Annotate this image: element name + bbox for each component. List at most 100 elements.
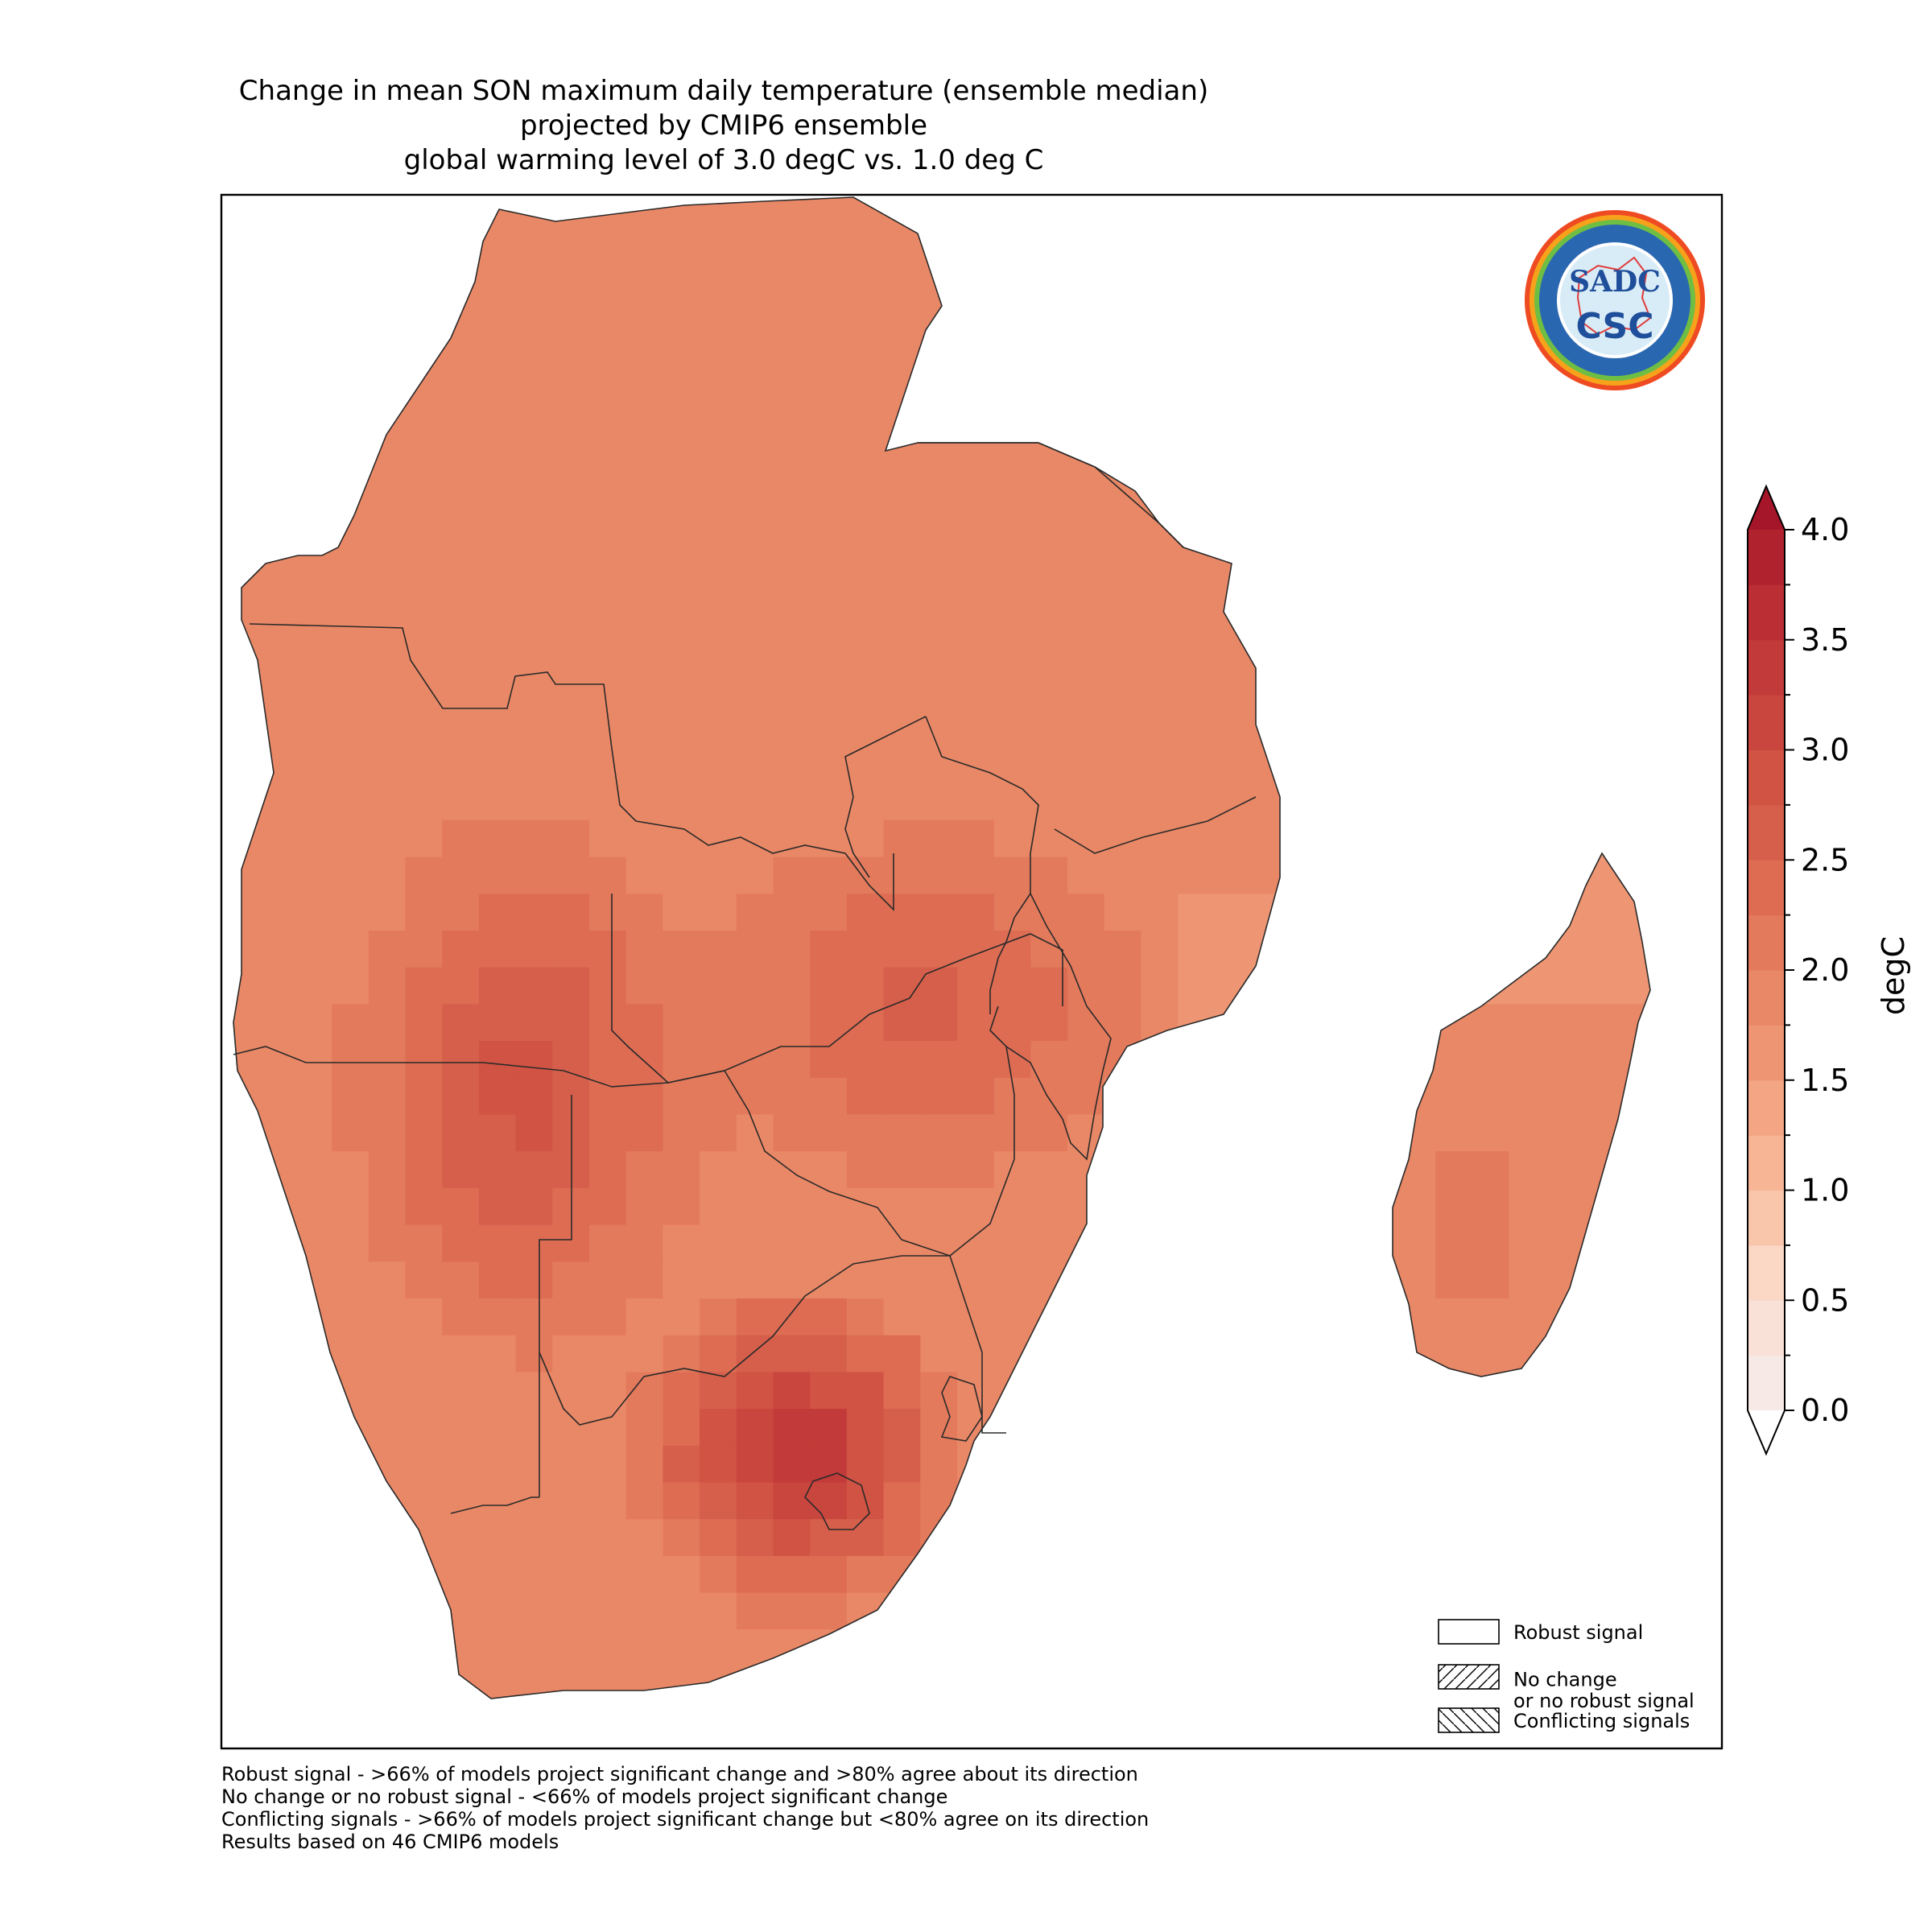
grid-cell [233,746,259,784]
grid-cell [773,1077,811,1116]
grid-cell [1067,1261,1105,1299]
grid-cell [552,563,590,601]
grid-cell [295,1703,332,1740]
grid-cell [920,1666,958,1699]
grid-cell [1288,1261,1325,1298]
grid-cell [478,268,517,306]
grid-cell [1214,1335,1253,1373]
grid-cell [1141,1335,1179,1373]
grid-cell [810,1703,847,1740]
grid-cell [1214,452,1253,490]
grid-cell [1178,673,1216,711]
border-kenya-tanzania [918,442,1184,548]
grid-cell [1288,857,1325,894]
grid-cell [552,1482,590,1520]
grid-cell [773,1482,811,1520]
grid-cell [1178,268,1216,306]
grid-cell [258,1409,295,1447]
grid-cell [1693,1078,1730,1115]
grid-cell [478,1298,517,1336]
grid-cell [1288,1151,1325,1188]
grid-cell [1104,1445,1142,1484]
grid-cell [1398,1703,1435,1740]
grid-cell [1398,1483,1435,1520]
grid-cell [1620,673,1657,710]
grid-cell [1620,526,1657,563]
grid-cell [405,197,443,233]
grid-cell [1693,894,1730,931]
grid-cell [478,526,517,564]
grid-cell [589,378,627,416]
grid-cell [1393,1004,1399,1042]
grid-cell [1178,305,1216,343]
grid-cell [478,1555,517,1594]
title-line-1: Change in mean SON maximum daily tempera… [238,75,1209,107]
grid-cell [700,1261,737,1299]
grid-cell [810,197,848,233]
grid-cell [1398,1446,1435,1483]
grid-cell [1215,1703,1252,1740]
grid-cell [233,1335,259,1373]
grid-cell [515,1041,553,1079]
grid-cell [258,1629,295,1667]
grid-cell [663,341,700,380]
grid-cell [1251,1187,1280,1226]
grid-cell [1178,197,1216,233]
grid-cell [957,526,995,564]
grid-cell [1693,1261,1730,1298]
grid-cell [957,268,995,306]
grid-cell [295,1151,332,1189]
grid-cell [1141,673,1179,711]
grid-cell [1509,600,1546,637]
grid-cell [1435,1409,1472,1446]
grid-cell [1214,673,1253,711]
grid-cell [1362,1556,1399,1593]
grid-cell [957,1592,995,1630]
grid-cell [233,599,259,637]
grid-cell [736,1372,774,1410]
grid-cell [846,746,885,784]
grid-cell [663,1482,700,1520]
grid-cell [1215,1740,1252,1777]
colorbar-segment [1748,1300,1785,1356]
grid-cell [1693,820,1730,857]
grid-cell [993,1187,1031,1226]
grid-cell [552,341,590,380]
grid-cell [700,1555,737,1594]
grid-cell [883,1666,921,1699]
grid-cell [1178,819,1216,858]
grid-cell [1656,563,1693,600]
grid-cell [552,819,590,858]
mainland-cells [233,197,1325,1777]
grid-cell [1620,1519,1657,1556]
grid-cell [810,746,848,784]
grid-cell [515,1372,553,1410]
grid-cell [1362,1409,1399,1446]
grid-cell [442,1482,480,1520]
grid-cell [957,1703,994,1740]
grid-cell [1030,857,1068,894]
grid-cell [442,452,480,490]
grid-cell [1141,599,1179,637]
grid-cell [663,894,700,931]
grid-cell [1693,1041,1730,1078]
grid-cell [1398,710,1435,747]
grid-cell [773,1335,811,1373]
grid-cell [1288,1188,1325,1225]
grid-cell [368,673,407,711]
grid-cell [1141,1666,1179,1699]
grid-cell [515,1335,553,1373]
grid-cell [1398,1224,1436,1262]
grid-cell [993,1261,1031,1299]
grid-cell [442,931,480,968]
grid-cell [332,415,369,453]
grid-cell [957,1666,995,1699]
grid-cell [405,1224,443,1262]
grid-cell [1693,1372,1730,1409]
grid-cell [1214,1261,1253,1299]
grid-cell [442,783,480,821]
grid-cell [295,1261,332,1299]
grid-cell [515,1409,553,1447]
grid-cell [700,197,737,233]
grid-cell [920,563,958,601]
